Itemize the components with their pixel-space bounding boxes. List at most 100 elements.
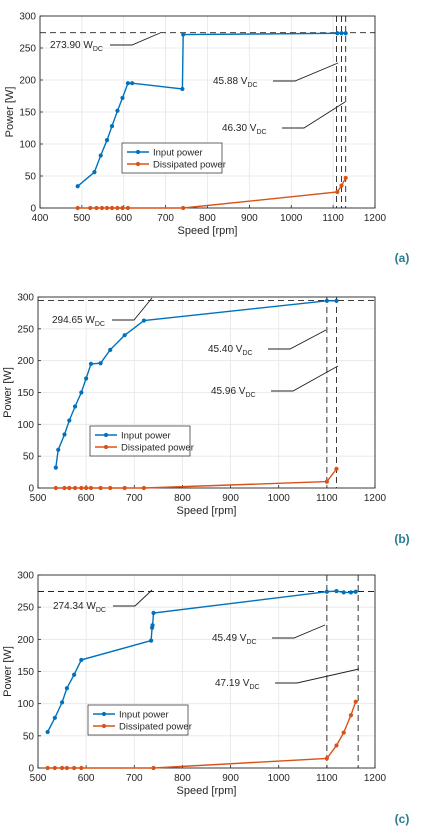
- annotation-subscript: DC: [96, 607, 106, 614]
- x-tick-label: 1200: [364, 773, 387, 784]
- data-point: [335, 189, 340, 195]
- data-point: [324, 756, 329, 761]
- data-point: [53, 485, 58, 491]
- x-tick-label: 1200: [364, 493, 387, 504]
- data-point: [353, 589, 358, 594]
- panel-label: (c): [395, 812, 410, 826]
- data-point: [151, 765, 156, 771]
- annotation-leader-line: [113, 589, 153, 607]
- y-tick-label: 250: [17, 324, 34, 335]
- data-point: [52, 715, 57, 720]
- data-point: [125, 81, 131, 86]
- data-point: [72, 765, 77, 771]
- legend-entry-label: Input power: [153, 147, 203, 158]
- y-tick-label: 300: [17, 571, 34, 582]
- panel-label: (b): [394, 532, 409, 546]
- series-line-input-power: [77, 32, 346, 187]
- data-point: [341, 590, 346, 595]
- x-tick-label: 1100: [316, 493, 338, 504]
- data-point: [79, 485, 84, 491]
- annotation-leader-line: [273, 62, 339, 82]
- data-point: [104, 138, 110, 143]
- annotation-label: 45.40 VDC: [208, 344, 253, 357]
- data-point: [115, 205, 120, 211]
- data-point: [120, 95, 125, 101]
- data-point: [72, 672, 77, 677]
- annotation-leader-line: [271, 365, 339, 392]
- data-point: [149, 638, 154, 643]
- x-tick-label: 1000: [268, 773, 291, 784]
- data-point: [79, 765, 84, 771]
- y-tick-label: 250: [17, 603, 34, 614]
- data-point: [98, 153, 103, 158]
- x-tick-label: 700: [157, 213, 174, 224]
- annotation-subscript: DC: [256, 129, 266, 136]
- data-point: [141, 318, 147, 323]
- data-point: [151, 610, 156, 616]
- y-tick-label: 150: [17, 388, 34, 399]
- y-tick-label: 0: [28, 484, 34, 495]
- data-point: [180, 86, 185, 92]
- data-point: [125, 205, 131, 211]
- data-point: [334, 588, 339, 594]
- x-tick-label: 700: [126, 773, 143, 784]
- data-point: [56, 447, 61, 452]
- annotation-label: 45.88 VDC: [213, 76, 258, 89]
- annotation-subscript: DC: [95, 321, 105, 328]
- y-tick-label: 200: [19, 76, 36, 87]
- data-point: [72, 485, 78, 491]
- annotation-subscript: DC: [246, 639, 256, 646]
- y-tick-label: 150: [19, 108, 36, 119]
- legend-box: [121, 142, 223, 174]
- annotation-leader-line: [282, 101, 346, 129]
- data-point: [52, 765, 57, 771]
- data-point: [109, 205, 115, 211]
- annotation-subscript: DC: [242, 350, 252, 357]
- data-point: [92, 170, 97, 175]
- legend-entry-label: Dissipated power: [121, 442, 194, 453]
- data-point: [324, 298, 329, 303]
- legend-swatch-marker: [101, 723, 107, 729]
- legend-entry-label: Dissipated power: [153, 159, 226, 170]
- x-tick-label: 900: [222, 493, 239, 504]
- data-point: [67, 485, 72, 491]
- legend-swatch-marker: [103, 444, 109, 450]
- legend-entry-label: Input power: [121, 430, 171, 441]
- y-tick-label: 250: [19, 44, 36, 55]
- data-point: [334, 743, 339, 748]
- x-tick-label: 700: [126, 493, 143, 504]
- chart-panel-2: 500 600 700 800 900 1000 1100 1200 0 50 100 150 200 2…: [2, 293, 410, 547]
- series-line-input-power: [55, 300, 337, 468]
- legend-entry-label: Dissipated power: [119, 721, 192, 732]
- x-tick-label: 800: [174, 493, 191, 504]
- legend-entry-label: Input power: [119, 709, 169, 720]
- data-point: [334, 298, 339, 303]
- annotation-leader-line: [272, 624, 326, 639]
- data-point: [348, 590, 354, 595]
- annotation-subscript: DC: [249, 684, 259, 691]
- y-tick-label: 100: [17, 420, 34, 431]
- annotation-label: 46.30 VDC: [222, 123, 267, 136]
- data-point: [98, 361, 103, 366]
- legend-swatch-marker: [135, 161, 141, 167]
- data-point: [324, 479, 329, 484]
- annotation-label: 45.49 VDC: [212, 633, 257, 646]
- y-axis-label: Power [W]: [2, 367, 14, 418]
- y-tick-label: 50: [25, 172, 37, 183]
- chart-panel-1: 400 500 600 700 800 900 1000 1100 1200 0 50 100 150 2…: [4, 12, 409, 266]
- x-tick-label: 400: [32, 213, 49, 224]
- data-point: [122, 485, 127, 491]
- annotation-label: 45.96 VDC: [211, 386, 256, 399]
- data-point: [343, 31, 348, 36]
- y-axis-label: Power [W]: [4, 87, 16, 138]
- annotation-label: 47.19 VDC: [215, 678, 260, 691]
- annotation-subscript: DC: [247, 82, 257, 89]
- legend-box: [89, 425, 191, 457]
- data-point: [339, 183, 344, 188]
- x-axis-label: Speed [rpm]: [177, 505, 237, 517]
- x-axis-label: Speed [rpm]: [177, 785, 237, 797]
- data-point: [348, 713, 354, 718]
- data-point: [88, 485, 94, 491]
- data-point: [334, 466, 339, 471]
